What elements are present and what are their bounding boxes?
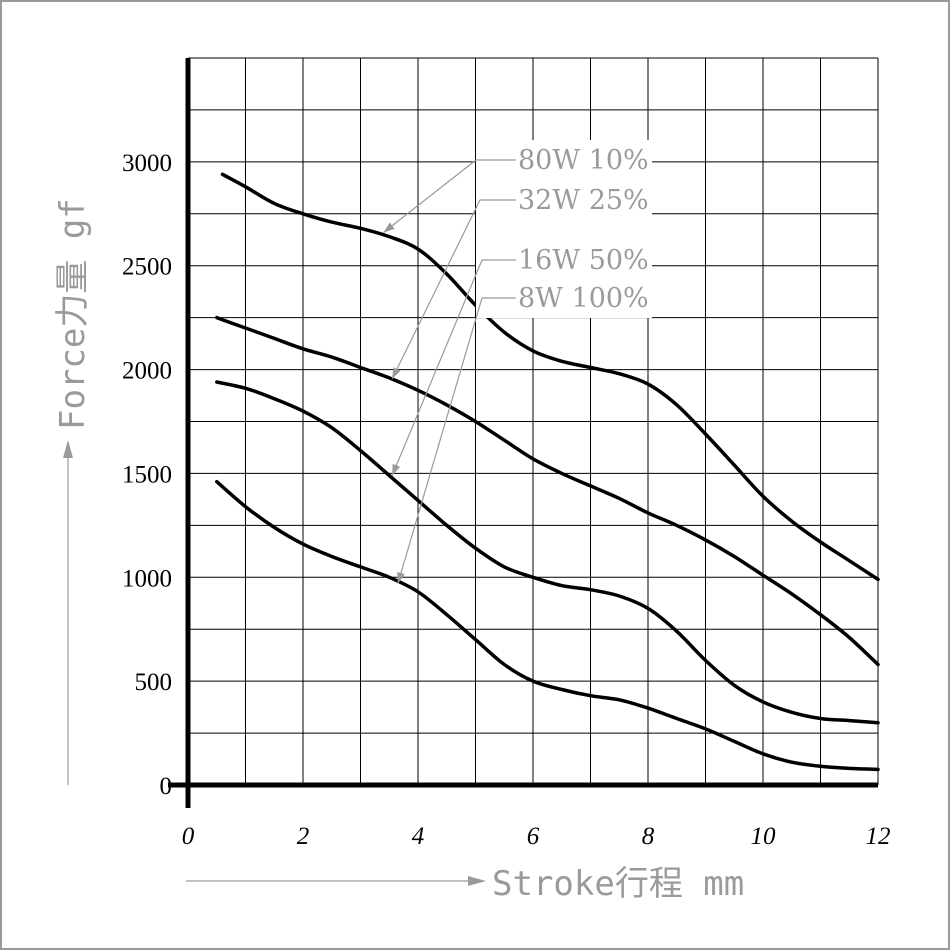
legend-label-0: 80W 10%: [518, 145, 649, 176]
grid: [187, 57, 879, 786]
legend-leader-line-0: [383, 159, 516, 233]
y-tick-label: 3000: [122, 150, 172, 177]
x-tick-label: 6: [527, 823, 540, 850]
axes: [168, 58, 878, 808]
x-axis-title-group: Stroke行程 mm: [186, 864, 744, 904]
legend-label-3: 8W 100%: [518, 283, 649, 314]
tick-labels: 0 500 1000 1500 2000 2500 3000 0 2 4 6 8 10 12: [122, 150, 891, 850]
y-tick-label: 0: [160, 773, 173, 800]
legend-label-1: 32W 25%: [518, 185, 649, 216]
curves: [215, 172, 880, 772]
y-tick-label: 2000: [122, 358, 172, 385]
y-tick-label: 1000: [122, 565, 172, 592]
x-tick-label: 10: [751, 823, 777, 850]
x-tick-label: 12: [866, 823, 891, 850]
y-axis-title: Force力量 gf: [53, 198, 93, 430]
legend-label-2: 16W 50%: [518, 245, 649, 276]
y-axis-arrow-head: [63, 440, 73, 458]
series-line-3: [215, 479, 880, 772]
x-tick-label: 0: [182, 823, 195, 850]
legend: 80W 10% 32W 25% 16W 50% 8W 100%: [383, 140, 652, 584]
legend-leader-line-1: [391, 199, 516, 380]
y-tick-label: 2500: [122, 254, 172, 281]
x-axis-arrow-head: [468, 876, 486, 886]
y-axis-title-group: Force力量 gf: [53, 198, 93, 785]
legend-leader-line-2: [391, 259, 516, 476]
x-axis-title: Stroke行程 mm: [492, 864, 744, 904]
legend-arrow-head-1: [392, 367, 401, 379]
legend-arrow-head-0: [383, 222, 395, 233]
legend-arrow-head-3: [397, 571, 405, 584]
y-tick-label: 500: [135, 669, 173, 696]
series-line-1: [215, 315, 880, 667]
x-tick-label: 2: [297, 823, 310, 850]
series-line-0: [220, 172, 880, 582]
legend-background: [476, 140, 652, 318]
series-line-2: [215, 380, 880, 725]
x-tick-label: 4: [412, 823, 425, 850]
legend-leader-line-3: [397, 297, 516, 584]
x-tick-label: 8: [642, 823, 655, 850]
legend-arrow-head-2: [392, 463, 401, 476]
y-tick-label: 1500: [122, 461, 172, 488]
